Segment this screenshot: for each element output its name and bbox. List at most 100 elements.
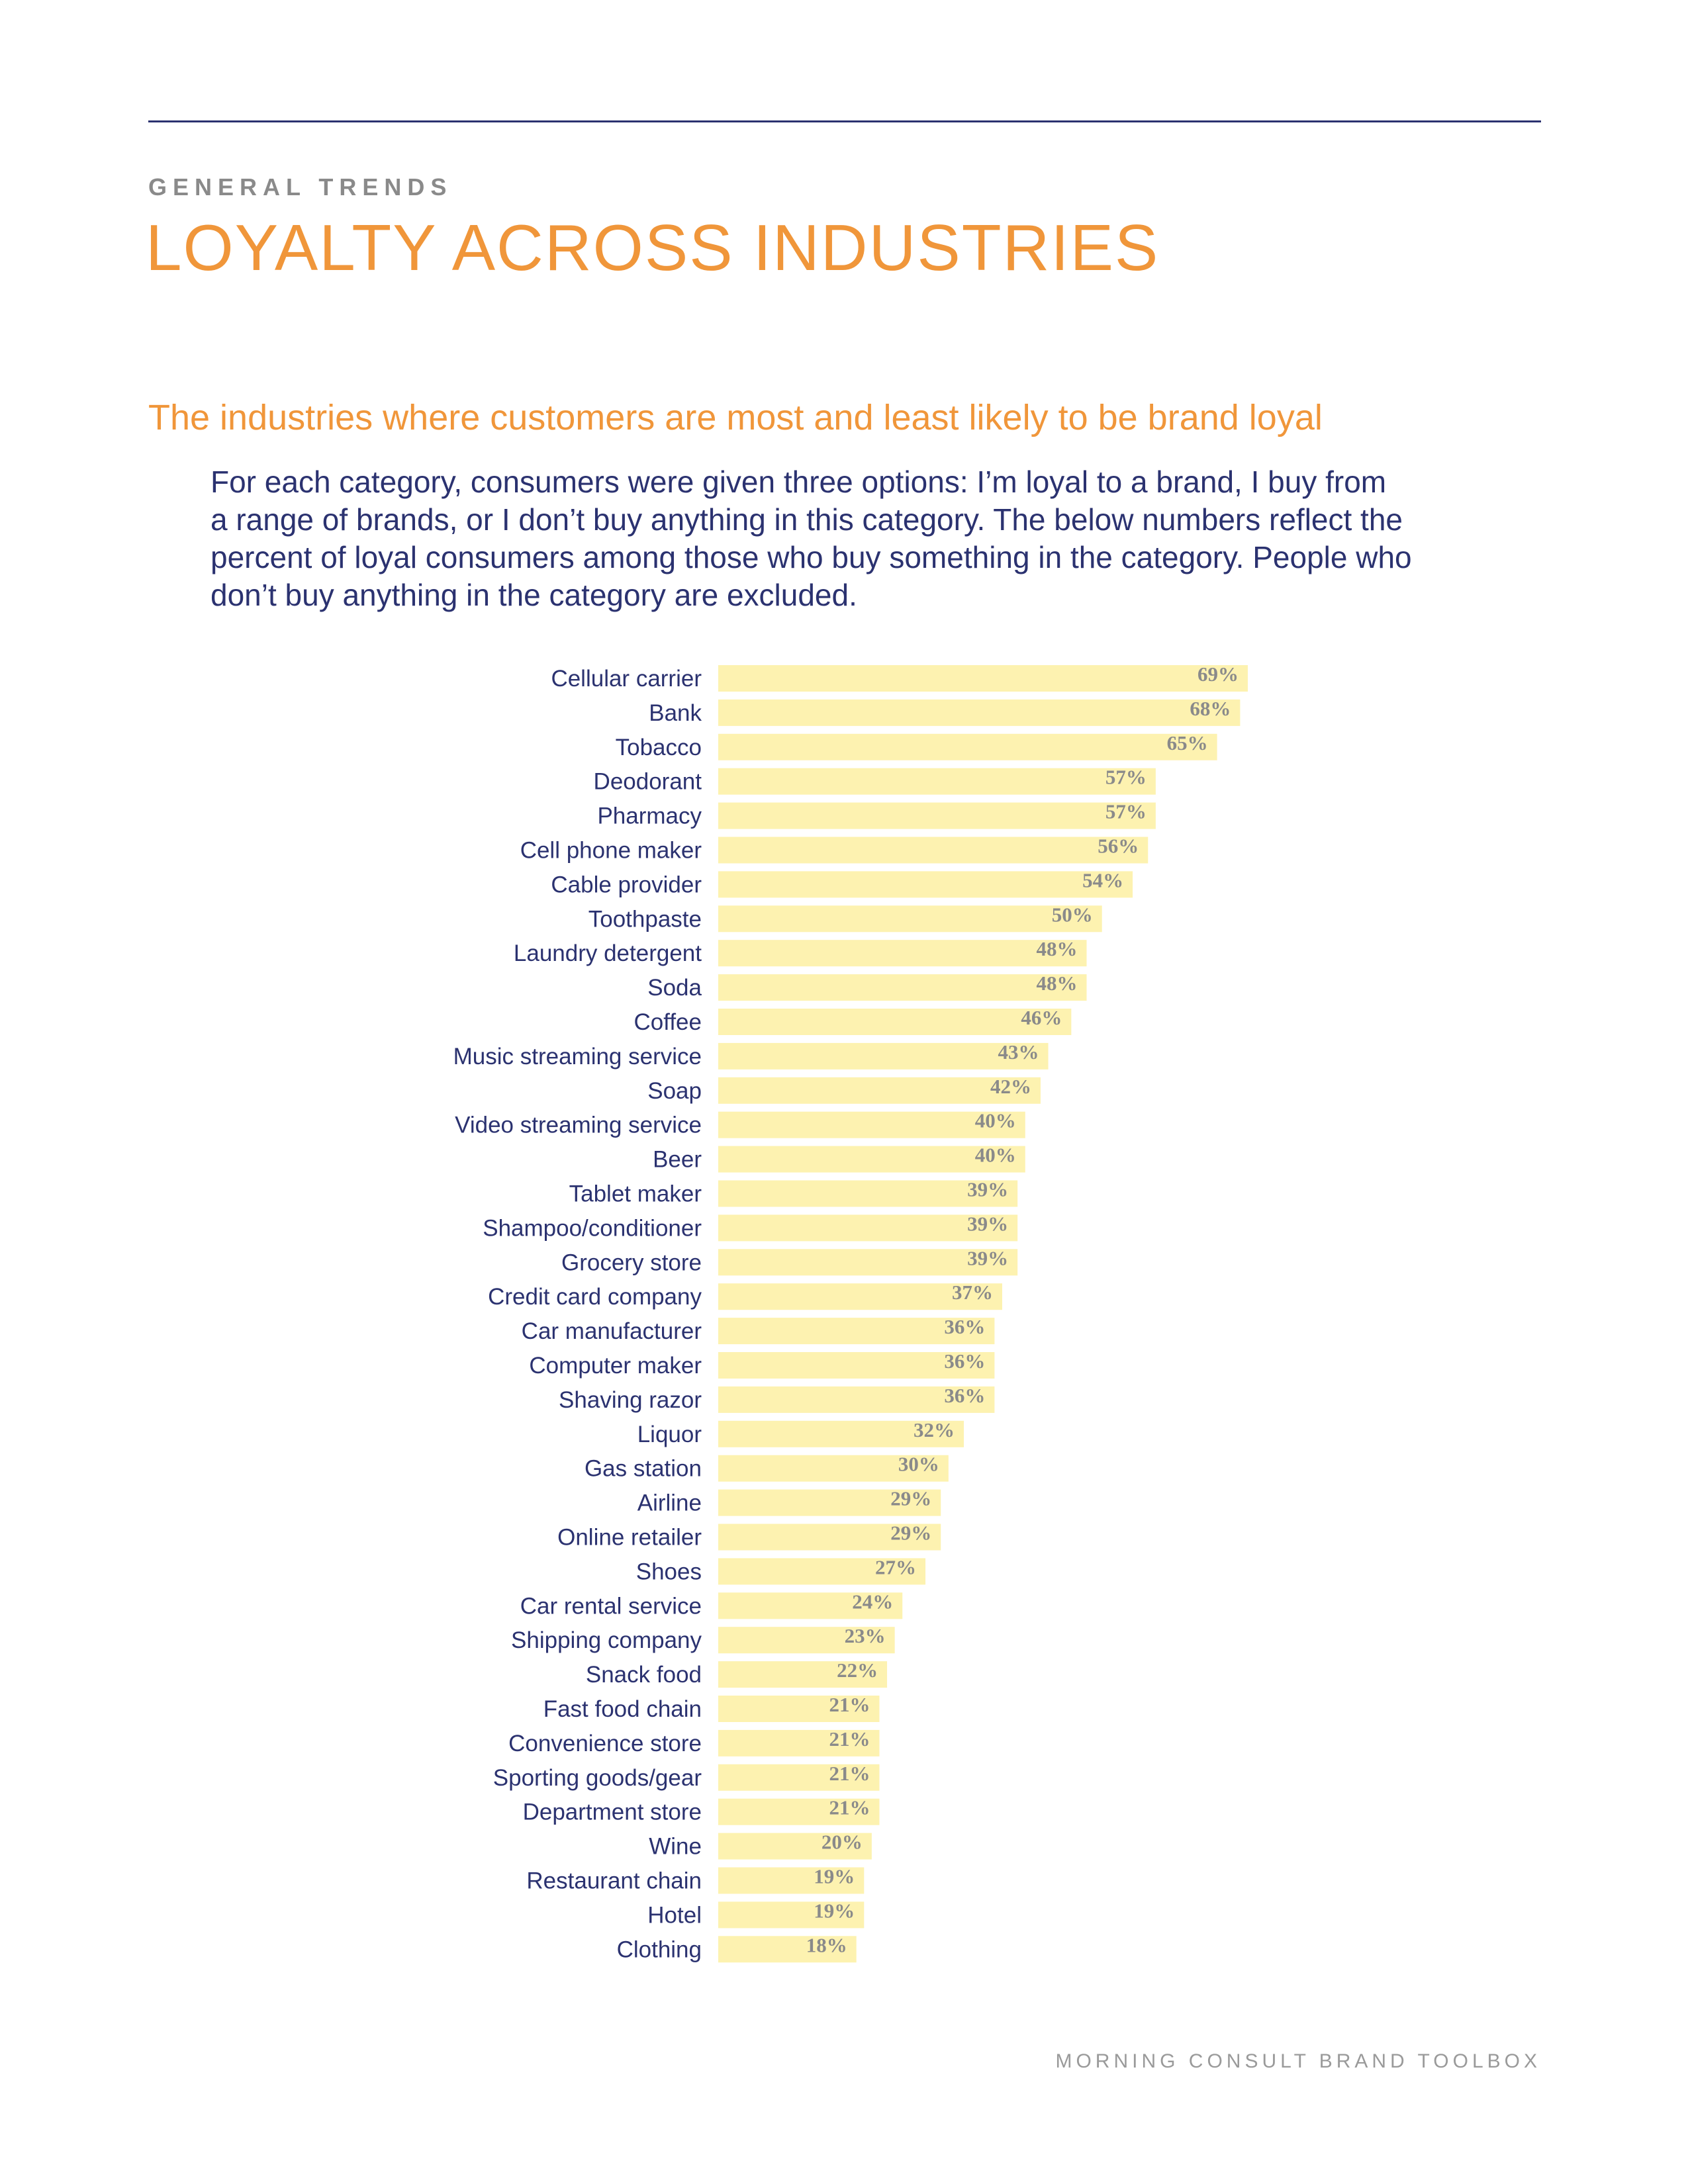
category-label: Clothing bbox=[617, 1936, 702, 1962]
category-label: Car rental service bbox=[520, 1593, 702, 1619]
bar bbox=[718, 1455, 949, 1482]
intro-paragraph: For each category, consumers were given … bbox=[211, 463, 1534, 614]
bar bbox=[718, 1352, 995, 1379]
bar bbox=[718, 871, 1133, 898]
category-label: Beer bbox=[653, 1147, 702, 1173]
value-label: 39% bbox=[967, 1178, 1008, 1201]
bar bbox=[718, 1936, 857, 1963]
category-label: Bank bbox=[649, 700, 702, 726]
intro-line: a range of brands, or I don’t buy anythi… bbox=[211, 502, 1403, 537]
value-label: 27% bbox=[875, 1555, 916, 1578]
value-label: 40% bbox=[975, 1109, 1016, 1132]
bar bbox=[718, 1524, 941, 1551]
category-label: Soap bbox=[647, 1078, 702, 1104]
category-label: Deodorant bbox=[594, 769, 702, 795]
bar bbox=[718, 1592, 903, 1619]
value-label: 46% bbox=[1021, 1006, 1062, 1029]
value-label: 36% bbox=[944, 1315, 985, 1338]
value-label: 20% bbox=[821, 1831, 863, 1854]
category-label: Fast food chain bbox=[543, 1696, 702, 1722]
category-label: Gas station bbox=[585, 1456, 702, 1482]
category-label: Airline bbox=[637, 1490, 702, 1516]
value-label: 57% bbox=[1105, 800, 1147, 823]
bar bbox=[718, 1627, 895, 1654]
section-subtitle: The industries where customers are most … bbox=[148, 398, 1323, 437]
category-label: Credit card company bbox=[488, 1284, 702, 1310]
bar bbox=[718, 1729, 880, 1756]
value-label: 65% bbox=[1167, 731, 1208, 754]
category-label: Shipping company bbox=[511, 1627, 702, 1653]
bar bbox=[718, 905, 1102, 933]
value-label: 30% bbox=[898, 1453, 939, 1476]
value-label: 21% bbox=[829, 1796, 870, 1819]
value-label: 21% bbox=[829, 1727, 870, 1751]
category-label: Online retailer bbox=[557, 1525, 702, 1551]
bar bbox=[718, 1420, 964, 1447]
category-label: Wine bbox=[649, 1834, 702, 1860]
category-label: Toothpaste bbox=[588, 906, 702, 932]
category-label: Tablet maker bbox=[569, 1181, 702, 1207]
category-label: Cable provider bbox=[551, 872, 702, 897]
intro-line: don’t buy anything in the category are e… bbox=[211, 578, 857, 612]
bar bbox=[718, 837, 1149, 864]
value-label: 36% bbox=[944, 1349, 985, 1373]
value-label: 23% bbox=[845, 1624, 886, 1647]
category-label: Convenience store bbox=[508, 1731, 702, 1756]
value-label: 29% bbox=[890, 1487, 931, 1510]
category-label: Sporting goods/gear bbox=[493, 1765, 702, 1791]
category-label: Car manufacturer bbox=[522, 1318, 702, 1344]
value-label: 39% bbox=[967, 1246, 1008, 1269]
bar bbox=[718, 940, 1087, 967]
value-label: 36% bbox=[944, 1384, 985, 1407]
bar bbox=[718, 1318, 995, 1345]
category-label: Liquor bbox=[637, 1422, 702, 1447]
value-label: 18% bbox=[806, 1933, 847, 1956]
category-label: Soda bbox=[647, 975, 702, 1001]
value-label: 56% bbox=[1098, 835, 1139, 858]
value-label: 21% bbox=[829, 1693, 870, 1716]
bar bbox=[718, 1146, 1025, 1173]
category-label: Cellular carrier bbox=[551, 666, 702, 692]
value-label: 37% bbox=[952, 1281, 993, 1304]
section-eyebrow: GENERAL TRENDS bbox=[148, 173, 453, 201]
value-label: 40% bbox=[975, 1144, 1016, 1167]
bar bbox=[718, 1867, 865, 1894]
value-label: 48% bbox=[1037, 937, 1078, 960]
category-label: Coffee bbox=[634, 1009, 702, 1035]
category-label: Pharmacy bbox=[597, 803, 702, 829]
category-label: Shampoo/conditioner bbox=[483, 1215, 702, 1241]
category-label: Laundry detergent bbox=[514, 940, 702, 966]
value-label: 19% bbox=[814, 1865, 855, 1888]
top-rule bbox=[148, 120, 1541, 122]
value-label: 19% bbox=[814, 1899, 855, 1922]
bar bbox=[718, 1009, 1072, 1035]
bar bbox=[718, 1180, 1018, 1207]
category-label: Hotel bbox=[647, 1902, 702, 1928]
bar bbox=[718, 1798, 880, 1825]
category-label: Grocery store bbox=[561, 1250, 702, 1275]
bar bbox=[718, 1489, 941, 1516]
category-label: Snack food bbox=[586, 1662, 702, 1688]
bar bbox=[718, 1764, 880, 1791]
page-title: LOYALTY ACROSS INDUSTRIES bbox=[146, 211, 1160, 284]
value-label: 50% bbox=[1052, 903, 1093, 926]
value-label: 57% bbox=[1105, 766, 1147, 789]
intro-line: For each category, consumers were given … bbox=[211, 465, 1387, 499]
value-label: 48% bbox=[1037, 972, 1078, 995]
bar bbox=[718, 665, 1248, 692]
value-label: 24% bbox=[852, 1590, 893, 1613]
category-label: Video streaming service bbox=[455, 1113, 702, 1138]
value-label: 54% bbox=[1082, 868, 1123, 891]
value-label: 68% bbox=[1190, 697, 1231, 720]
value-label: 32% bbox=[914, 1418, 955, 1441]
category-label: Cell phone maker bbox=[520, 838, 702, 864]
bar bbox=[718, 1833, 872, 1860]
value-label: 21% bbox=[829, 1762, 870, 1785]
bar bbox=[718, 1901, 865, 1929]
bar bbox=[718, 1558, 926, 1585]
value-label: 29% bbox=[890, 1522, 931, 1545]
bar bbox=[718, 1077, 1041, 1104]
bar bbox=[718, 1111, 1025, 1138]
bar bbox=[718, 699, 1241, 726]
